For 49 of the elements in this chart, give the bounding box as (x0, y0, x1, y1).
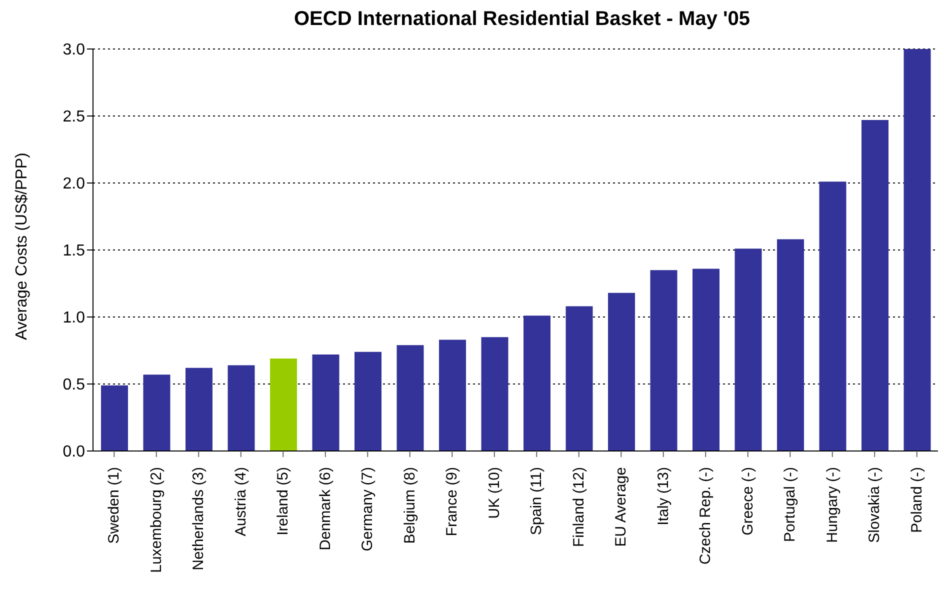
x-tick-label: Germany (7) (359, 467, 376, 552)
x-tick-label: Hungary (-) (824, 467, 841, 543)
bar (228, 365, 255, 451)
x-tick-label: Greece (-) (739, 466, 756, 536)
x-tick-label: Czech Rep. (-) (697, 467, 714, 565)
x-tick-label: Italy (13) (654, 467, 672, 526)
x-tick-label: Luxembourg (2) (148, 467, 165, 573)
bar (819, 182, 846, 451)
y-tick-label: 1.5 (62, 242, 86, 260)
bar (101, 385, 128, 451)
y-tick-label: 0.0 (62, 444, 86, 461)
x-tick-label: Belgium (8) (401, 467, 418, 544)
bar (650, 270, 678, 451)
bar (270, 358, 297, 451)
chart-title: OECD International Residential Basket - May '05 (293, 8, 751, 31)
x-tick-label: Netherlands (3) (190, 467, 208, 570)
x-tick-label: Slovakia (-) (866, 467, 884, 543)
x-tick-label: France (9) (444, 467, 461, 536)
x-tick-label: Ireland (5) (274, 467, 292, 536)
bar (862, 120, 888, 451)
x-tick-label: Spain (11) (528, 466, 546, 536)
y-tick-label: 2.5 (62, 108, 86, 126)
bar (524, 316, 550, 451)
bar (354, 352, 382, 451)
x-tick-label: Poland (-) (908, 466, 926, 533)
bar (481, 337, 508, 451)
bar (608, 292, 635, 451)
bar (734, 248, 762, 451)
y-tick-label: 2.0 (62, 176, 86, 193)
bar (186, 368, 212, 451)
x-tick-label: Portugal (-) (782, 467, 799, 542)
x-tick-label: Austria (4) (232, 467, 250, 536)
bar (143, 374, 170, 451)
y-tick-label: 0.5 (62, 376, 86, 394)
x-tick-label: Denmark (6) (316, 467, 334, 550)
bar (439, 340, 466, 451)
x-tick-label: Finland (12) (570, 467, 588, 548)
y-tick-label: 3.0 (62, 42, 86, 59)
x-tick-label: EU Average (612, 467, 630, 547)
bar (692, 268, 720, 451)
bar (777, 239, 804, 451)
bar (904, 49, 931, 451)
x-tick-label: Sweden (1) (106, 467, 123, 544)
bar (312, 354, 340, 451)
y-axis-title: Average Costs (US$/PPP) (14, 152, 31, 340)
bar (396, 345, 424, 451)
bar (566, 306, 593, 451)
x-tick-label: UK (10) (486, 467, 503, 519)
y-tick-label: 1.0 (62, 310, 86, 327)
